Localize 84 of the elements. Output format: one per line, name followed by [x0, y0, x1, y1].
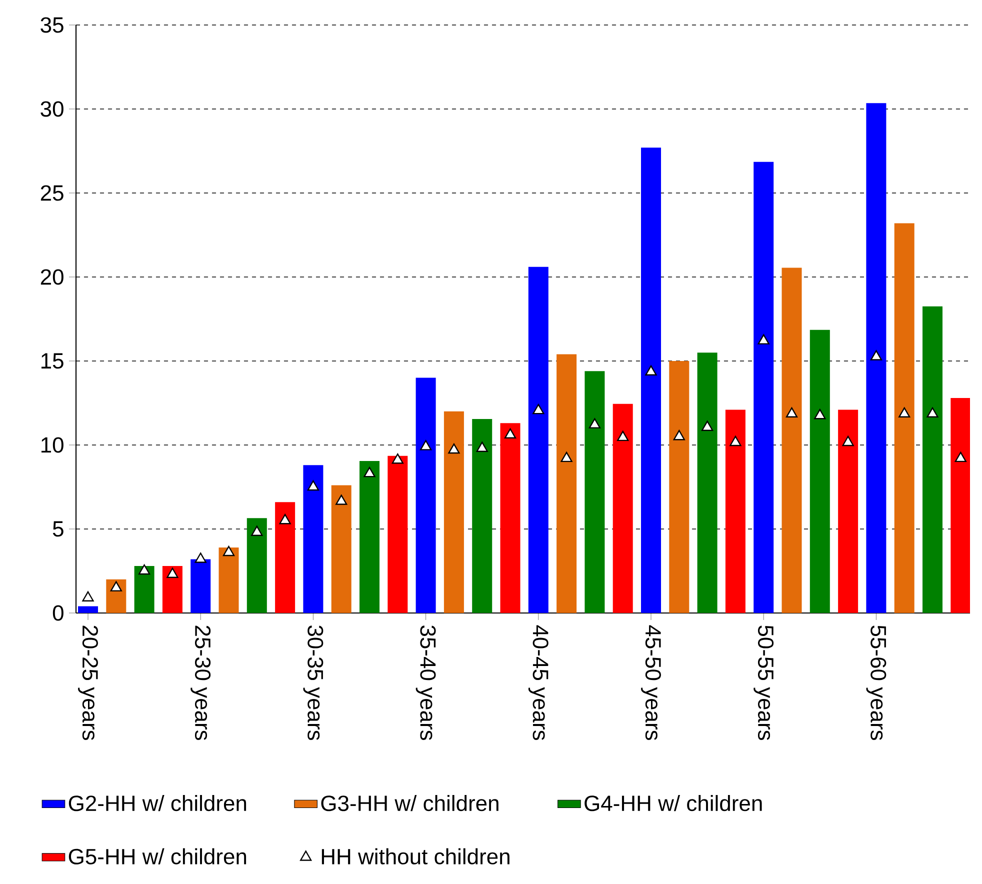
bar: [697, 352, 718, 613]
bar: [838, 410, 858, 613]
x-tick-label: 30-35 years: [303, 626, 324, 740]
bar: [444, 411, 464, 613]
bar: [584, 371, 605, 613]
x-tick-label: 20-25 years: [78, 626, 98, 740]
bar: [866, 103, 886, 613]
bar: [162, 566, 182, 613]
legend-label: G5-HH w/ children: [68, 848, 246, 864]
point: [251, 526, 263, 536]
point: [814, 408, 826, 420]
legend-label: G4-HH w/ children: [584, 795, 762, 812]
bar: [416, 378, 436, 613]
point: [476, 442, 488, 452]
y-tick-label: 20: [40, 269, 64, 285]
x-tick-label: 35-40 years: [416, 626, 436, 740]
legend-label: G3-HH w/ children: [321, 795, 498, 812]
y-tick-label: 5: [52, 521, 64, 537]
x-tick-label: 45-50 years: [641, 625, 661, 740]
bar: [275, 502, 296, 613]
bar: [106, 579, 126, 613]
point: [926, 407, 938, 418]
point: [504, 428, 516, 439]
y-tick-label: 15: [41, 353, 64, 369]
bar: [472, 418, 492, 613]
bar: [190, 559, 211, 613]
bar: [612, 404, 633, 613]
legend-label: G2-HH w/ children: [68, 795, 246, 812]
x-tick-label: 40-45 years: [528, 625, 548, 740]
point: [448, 443, 460, 454]
bar: [246, 518, 267, 613]
y-tick-label: 0: [52, 605, 64, 621]
point: [194, 552, 206, 563]
bar: [134, 566, 154, 613]
bar: [950, 398, 970, 613]
bar: [810, 330, 830, 613]
bar: [754, 162, 774, 613]
x-tick-label: 25-30 years: [190, 626, 211, 740]
bar: [922, 306, 943, 613]
y-tick-label: 35: [40, 17, 64, 33]
point: [110, 581, 122, 592]
point: [166, 568, 178, 578]
bar: [388, 456, 408, 613]
y-tick-label: 30: [40, 101, 64, 117]
point: [786, 407, 798, 418]
point: [336, 494, 348, 505]
bar: [894, 223, 914, 613]
y-tick-label: 25: [40, 185, 64, 201]
point: [532, 404, 544, 414]
legend-label: HH without children: [322, 848, 510, 864]
point: [588, 418, 600, 428]
bar: [78, 606, 98, 613]
y-tick-label: 10: [41, 437, 64, 453]
point: [673, 430, 685, 440]
point: [82, 591, 94, 602]
point: [560, 452, 572, 462]
x-tick-label: 50-55 years: [754, 626, 774, 740]
bar: [303, 465, 324, 613]
point: [617, 430, 629, 442]
bar: [782, 268, 802, 613]
point: [364, 466, 376, 478]
bar: [669, 360, 690, 613]
point: [898, 407, 910, 418]
bar: [331, 485, 352, 613]
point: [420, 440, 432, 450]
point: [222, 546, 235, 556]
point: [279, 514, 291, 524]
bar: [360, 460, 380, 613]
point: [730, 436, 742, 446]
point: [702, 420, 714, 431]
bar: [218, 547, 239, 613]
point: [138, 564, 150, 575]
point: [842, 436, 854, 446]
bar: [556, 354, 577, 613]
point: [645, 365, 657, 376]
bar: [528, 266, 548, 613]
point: [870, 350, 882, 360]
x-tick-label: 55-60 years: [866, 626, 886, 740]
bar: [725, 410, 746, 613]
point: [758, 334, 770, 344]
point: [392, 454, 404, 464]
bar: [641, 148, 662, 613]
point: [307, 480, 320, 491]
bar: [500, 423, 520, 613]
